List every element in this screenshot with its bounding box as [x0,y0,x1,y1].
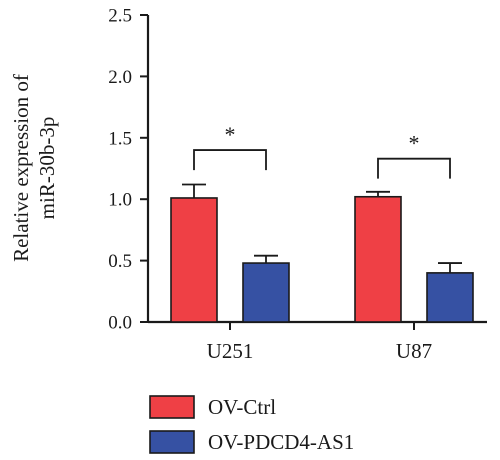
y-tick-label: 0.0 [108,313,132,334]
y-axis-title: Relative expression ofmiR-30b-3p [9,74,59,262]
significance-label: * [225,122,236,147]
y-axis-title-line: miR-30b-3p [35,117,59,220]
significance-label: * [409,131,420,156]
bars [170,195,474,323]
significance-bracket [377,157,451,179]
legend-label: OV-Ctrl [208,395,276,419]
bar-ov-ctrl-u251 [170,197,218,323]
y-axis-title-line: Relative expression of [9,74,33,262]
bar-ov-pdcd4-as1-u87 [426,272,474,323]
legend-swatch [149,430,195,454]
x-tick-label: U251 [207,339,254,363]
y-tick-label: 1.5 [108,128,132,149]
y-tick-label: 2.5 [108,6,132,27]
y-tick-label: 0.5 [108,251,132,272]
bar-ov-ctrl-u87 [354,195,402,323]
x-tick-label: U87 [396,339,432,363]
significance-bracket [193,149,267,171]
legend: OV-Ctrl OV-PDCD4-AS1 [149,395,354,454]
y-axis-title-text: Relative expression ofmiR-30b-3p [9,74,59,262]
significance-brackets: * * [193,122,451,179]
y-tick-label: 1.0 [108,190,132,211]
error-bars [182,183,462,273]
legend-swatch [149,395,195,419]
y-tick-label: 2.0 [108,67,132,88]
legend-label: OV-PDCD4-AS1 [208,430,354,454]
bar-ov-pdcd4-as1-u251 [242,262,290,323]
